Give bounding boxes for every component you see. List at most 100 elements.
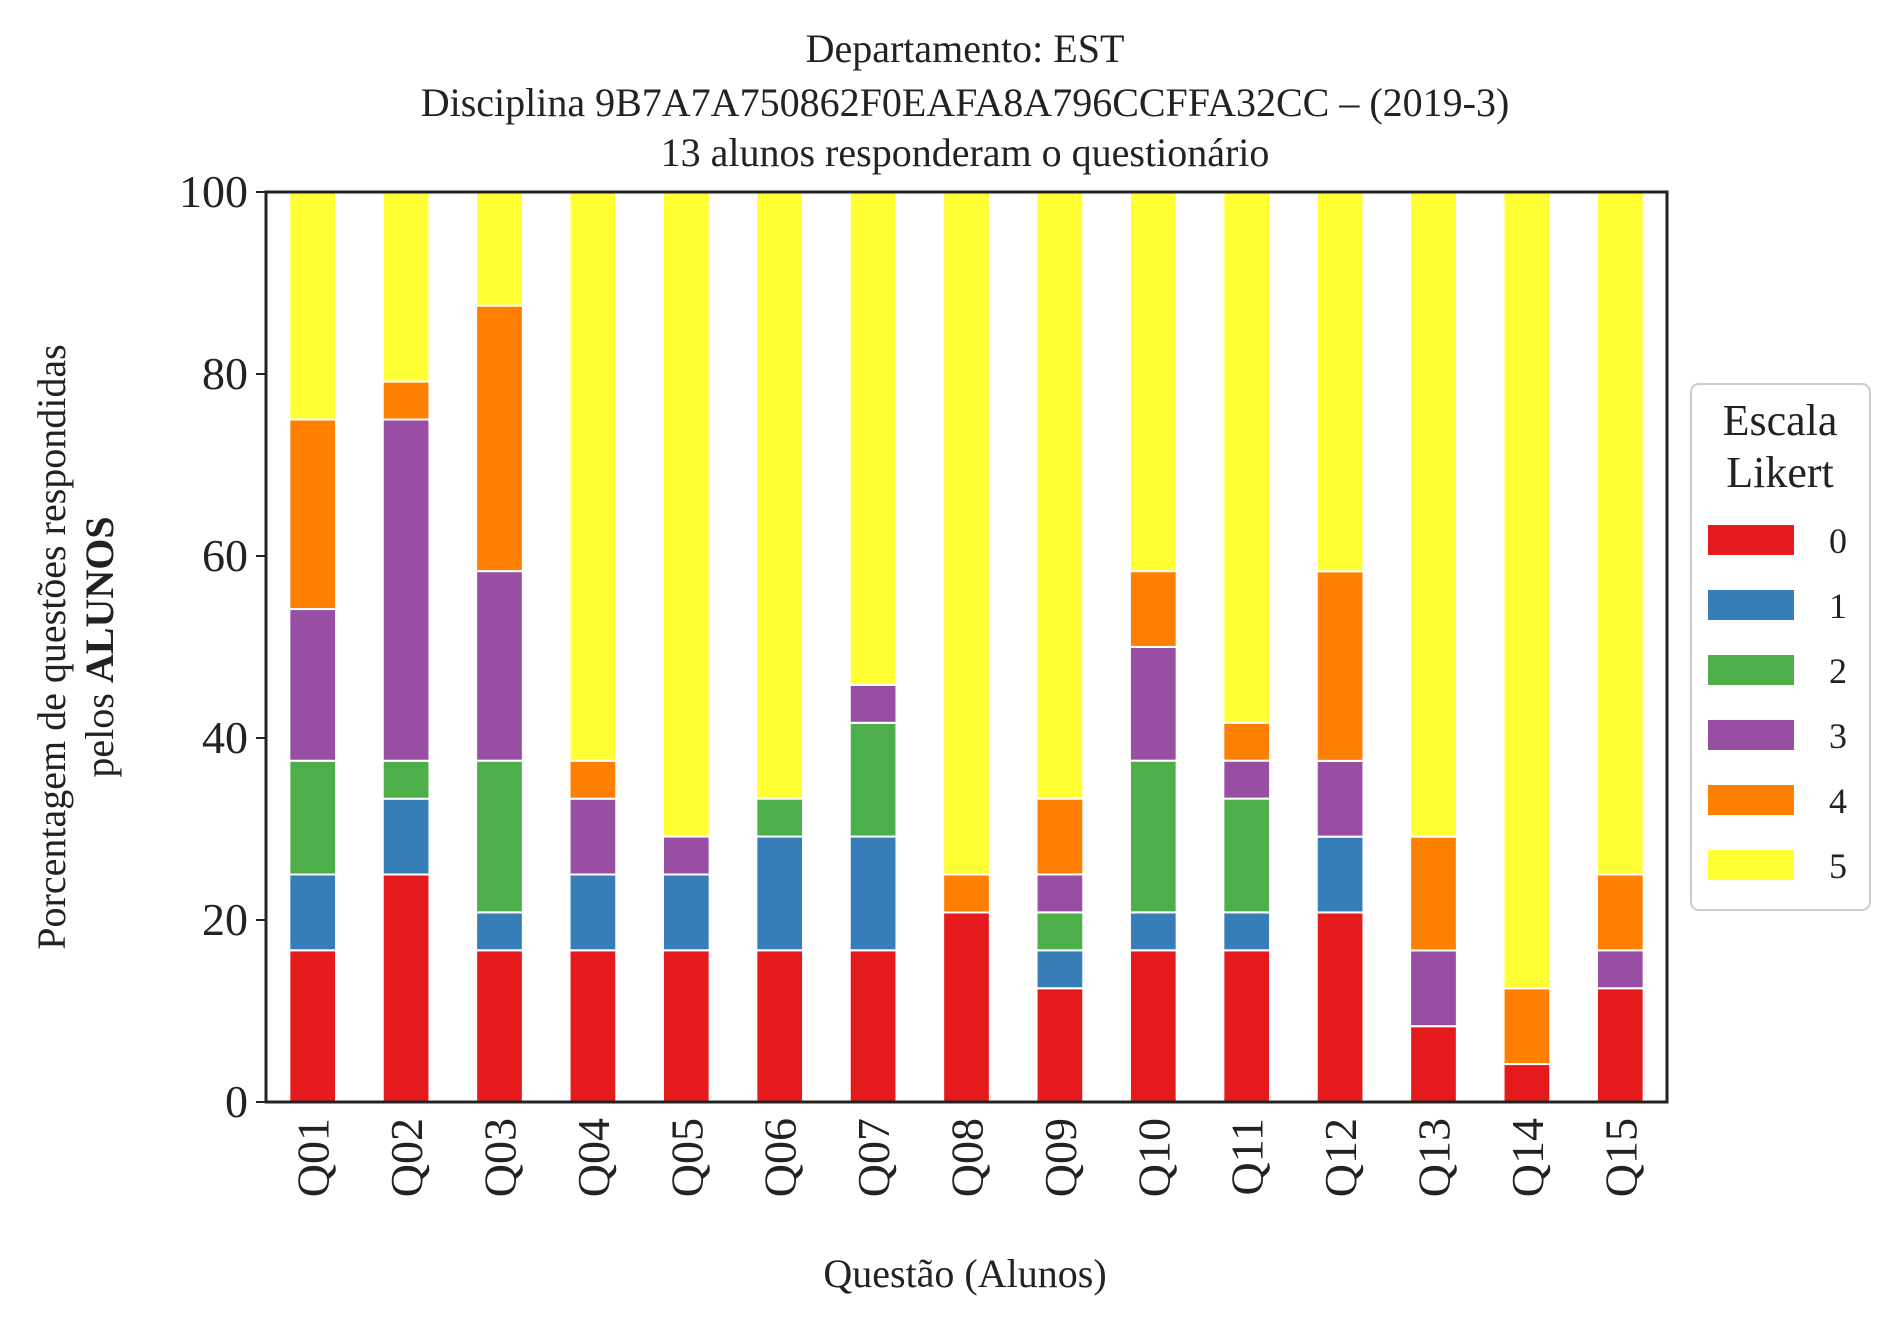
bar-segment-Q12-scale-1 bbox=[1315, 835, 1365, 914]
x-tick-label-Q07: Q07 bbox=[848, 1118, 899, 1197]
bar-segment-Q09-scale-1 bbox=[1035, 949, 1085, 990]
bar-segment-Q07-scale-5 bbox=[848, 190, 898, 686]
bar-segment-Q11-scale-2 bbox=[1222, 797, 1272, 914]
bar-segment-Q03-scale-5 bbox=[475, 190, 524, 307]
bar-segment-Q04-scale-4 bbox=[568, 759, 618, 800]
y-tick-label: 20 bbox=[202, 894, 248, 945]
y-tick-label: 0 bbox=[225, 1076, 248, 1127]
bar-segment-Q09-scale-5 bbox=[1035, 190, 1085, 800]
x-tick-label-Q06: Q06 bbox=[755, 1118, 806, 1197]
x-tick-label-Q13: Q13 bbox=[1409, 1118, 1460, 1197]
chart-title-line-1: Departamento: EST bbox=[806, 26, 1125, 71]
bar-segment-Q03-scale-4 bbox=[475, 304, 524, 573]
bar-segment-Q14-scale-0 bbox=[1502, 1063, 1552, 1104]
legend-label-0: 0 bbox=[1829, 521, 1847, 561]
bar-segment-Q04-scale-1 bbox=[568, 873, 618, 952]
bar-segment-Q10-scale-2 bbox=[1128, 759, 1178, 914]
y-axis-ticks: 0 20 40 60 80 100 bbox=[179, 166, 266, 1127]
bar-segment-Q08-scale-0 bbox=[942, 911, 991, 1104]
bar-segment-Q11-scale-1 bbox=[1222, 911, 1272, 952]
x-tick-label-Q14: Q14 bbox=[1502, 1118, 1553, 1197]
bar-segment-Q02-scale-3 bbox=[381, 418, 431, 762]
x-tick-label-Q09: Q09 bbox=[1035, 1118, 1086, 1197]
bar-segment-Q06-scale-5 bbox=[755, 190, 805, 800]
legend-swatch-0 bbox=[1708, 525, 1794, 555]
bar-segment-Q06-scale-0 bbox=[755, 949, 805, 1103]
legend-swatch-1 bbox=[1708, 590, 1794, 620]
bar-segment-Q01-scale-2 bbox=[288, 759, 338, 876]
bar-segment-Q13-scale-5 bbox=[1409, 191, 1458, 838]
bar-segment-Q15-scale-4 bbox=[1595, 873, 1645, 952]
bar-segment-Q10-scale-3 bbox=[1128, 645, 1178, 762]
x-tick-label-Q15: Q15 bbox=[1595, 1118, 1646, 1197]
x-tick-label-Q11: Q11 bbox=[1222, 1118, 1273, 1196]
legend-label-3: 3 bbox=[1829, 716, 1847, 756]
chart-title-line-3: 13 alunos responderam o questionário bbox=[661, 130, 1270, 175]
y-tick-label: 60 bbox=[202, 530, 248, 581]
bar-segment-Q07-scale-2 bbox=[848, 721, 898, 838]
legend-title-line-2: Likert bbox=[1726, 448, 1834, 497]
bar-segment-Q12-scale-5 bbox=[1315, 191, 1365, 573]
bar-segment-Q09-scale-3 bbox=[1035, 873, 1085, 914]
bar-segment-Q11-scale-3 bbox=[1222, 759, 1272, 800]
bar-segment-Q02-scale-1 bbox=[381, 797, 431, 876]
bar-segment-Q11-scale-4 bbox=[1222, 721, 1272, 762]
bar-segment-Q03-scale-1 bbox=[475, 911, 524, 952]
bar-segment-Q13-scale-4 bbox=[1409, 835, 1458, 952]
bar-segment-Q15-scale-5 bbox=[1595, 191, 1645, 876]
legend-swatch-5 bbox=[1708, 850, 1794, 880]
bar-segment-Q04-scale-0 bbox=[568, 949, 618, 1103]
bar-segment-Q10-scale-1 bbox=[1128, 911, 1178, 952]
bars-group bbox=[288, 190, 1645, 1104]
bar-segment-Q02-scale-2 bbox=[381, 759, 431, 800]
bar-segment-Q15-scale-3 bbox=[1595, 949, 1645, 990]
legend-items: 0 1 2 3 4 5 bbox=[1708, 521, 1847, 886]
y-tick-label: 80 bbox=[202, 348, 248, 399]
legend-box bbox=[1690, 383, 1871, 911]
legend: Escala Likert 0 1 2 3 4 5 bbox=[1690, 383, 1871, 911]
bar-segment-Q03-scale-0 bbox=[475, 949, 524, 1103]
bar-segment-Q08-scale-4 bbox=[942, 873, 991, 914]
legend-label-1: 1 bbox=[1829, 586, 1847, 626]
legend-label-5: 5 bbox=[1829, 846, 1847, 886]
x-tick-label-Q03: Q03 bbox=[475, 1118, 526, 1197]
bar-segment-Q09-scale-2 bbox=[1035, 911, 1085, 952]
bar-segment-Q05-scale-3 bbox=[661, 835, 711, 876]
bar-segment-Q01-scale-4 bbox=[288, 418, 338, 611]
bar-segment-Q03-scale-2 bbox=[475, 759, 524, 914]
bar-segment-Q07-scale-1 bbox=[848, 835, 898, 952]
bar-segment-Q02-scale-0 bbox=[381, 873, 431, 1103]
x-tick-label-Q05: Q05 bbox=[661, 1118, 712, 1197]
bar-segment-Q13-scale-3 bbox=[1409, 949, 1458, 1028]
x-tick-label-Q02: Q02 bbox=[381, 1118, 432, 1197]
x-axis-label: Questão (Alunos) bbox=[823, 1251, 1106, 1296]
bar-segment-Q02-scale-5 bbox=[381, 191, 431, 383]
bar-segment-Q03-scale-3 bbox=[475, 570, 524, 762]
bar-segment-Q12-scale-4 bbox=[1315, 570, 1365, 762]
bar-segment-Q12-scale-3 bbox=[1315, 759, 1365, 838]
bar-segment-Q07-scale-3 bbox=[848, 683, 898, 724]
bar-segment-Q15-scale-0 bbox=[1595, 987, 1645, 1103]
bar-segment-Q01-scale-3 bbox=[288, 608, 338, 762]
bar-segment-Q02-scale-4 bbox=[381, 380, 431, 421]
bar-segment-Q06-scale-1 bbox=[755, 835, 805, 952]
bar-segment-Q04-scale-5 bbox=[568, 191, 618, 762]
legend-label-2: 2 bbox=[1829, 651, 1847, 691]
bar-segment-Q10-scale-0 bbox=[1128, 949, 1178, 1103]
x-tick-label-Q12: Q12 bbox=[1315, 1118, 1366, 1197]
legend-swatch-4 bbox=[1708, 785, 1794, 815]
bar-segment-Q11-scale-0 bbox=[1222, 949, 1272, 1103]
bar-segment-Q14-scale-5 bbox=[1502, 191, 1552, 990]
bar-segment-Q05-scale-0 bbox=[661, 949, 711, 1103]
x-tick-label-Q04: Q04 bbox=[568, 1118, 619, 1197]
bar-segment-Q05-scale-5 bbox=[661, 191, 711, 838]
x-tick-label-Q08: Q08 bbox=[942, 1118, 993, 1197]
plot-frame bbox=[264, 190, 1669, 1104]
bar-segment-Q10-scale-5 bbox=[1128, 190, 1178, 573]
bar-segment-Q05-scale-1 bbox=[661, 873, 711, 952]
bar-segment-Q09-scale-4 bbox=[1035, 797, 1085, 876]
bar-segment-Q11-scale-5 bbox=[1222, 190, 1272, 724]
legend-label-4: 4 bbox=[1829, 781, 1847, 821]
bar-segment-Q06-scale-2 bbox=[755, 797, 805, 838]
